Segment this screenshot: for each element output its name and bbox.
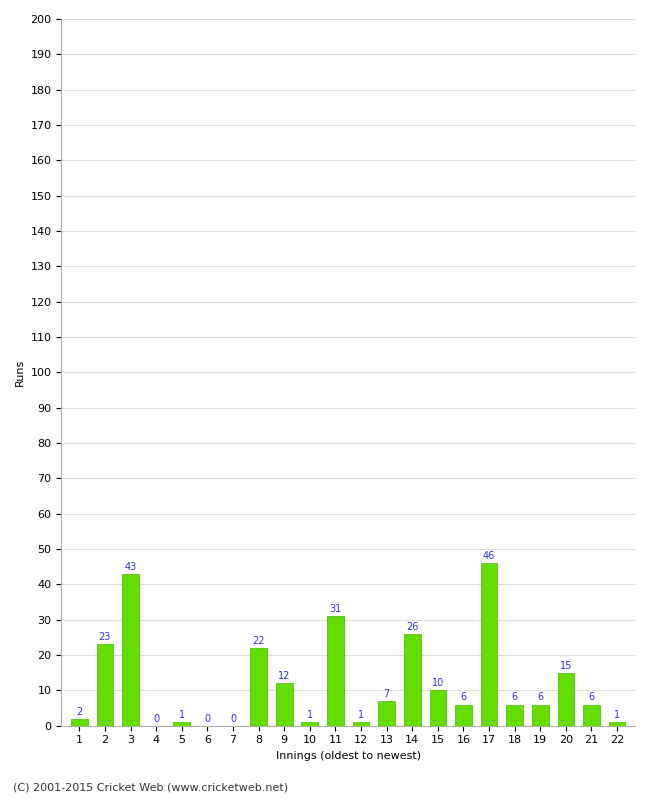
Text: 1: 1 <box>614 710 620 720</box>
Text: 10: 10 <box>432 678 444 688</box>
Text: 1: 1 <box>358 710 364 720</box>
Bar <box>481 563 497 726</box>
X-axis label: Innings (oldest to newest): Innings (oldest to newest) <box>276 751 421 761</box>
Y-axis label: Runs: Runs <box>15 358 25 386</box>
Bar <box>506 705 523 726</box>
Text: 7: 7 <box>384 689 390 699</box>
Bar <box>174 722 190 726</box>
Bar <box>327 616 344 726</box>
Text: 12: 12 <box>278 671 291 681</box>
Text: 0: 0 <box>204 714 211 724</box>
Bar <box>404 634 421 726</box>
Bar <box>353 722 369 726</box>
Text: 26: 26 <box>406 622 419 632</box>
Bar <box>455 705 472 726</box>
Text: 15: 15 <box>560 661 572 670</box>
Bar <box>71 718 88 726</box>
Text: 6: 6 <box>512 693 517 702</box>
Bar <box>250 648 267 726</box>
Text: 46: 46 <box>483 551 495 561</box>
Bar <box>97 645 113 726</box>
Bar <box>122 574 139 726</box>
Text: 23: 23 <box>99 632 111 642</box>
Bar <box>276 683 292 726</box>
Text: 1: 1 <box>307 710 313 720</box>
Bar <box>378 701 395 726</box>
Text: 1: 1 <box>179 710 185 720</box>
Text: 6: 6 <box>460 693 467 702</box>
Text: 43: 43 <box>124 562 136 572</box>
Bar <box>430 690 446 726</box>
Text: 6: 6 <box>537 693 543 702</box>
Text: 31: 31 <box>330 604 341 614</box>
Bar <box>302 722 318 726</box>
Bar <box>558 673 574 726</box>
Text: (C) 2001-2015 Cricket Web (www.cricketweb.net): (C) 2001-2015 Cricket Web (www.cricketwe… <box>13 782 288 792</box>
Bar <box>609 722 625 726</box>
Bar <box>532 705 549 726</box>
Text: 2: 2 <box>76 706 83 717</box>
Text: 22: 22 <box>252 636 265 646</box>
Text: 6: 6 <box>588 693 595 702</box>
Text: 0: 0 <box>230 714 236 724</box>
Text: 0: 0 <box>153 714 159 724</box>
Bar <box>583 705 600 726</box>
